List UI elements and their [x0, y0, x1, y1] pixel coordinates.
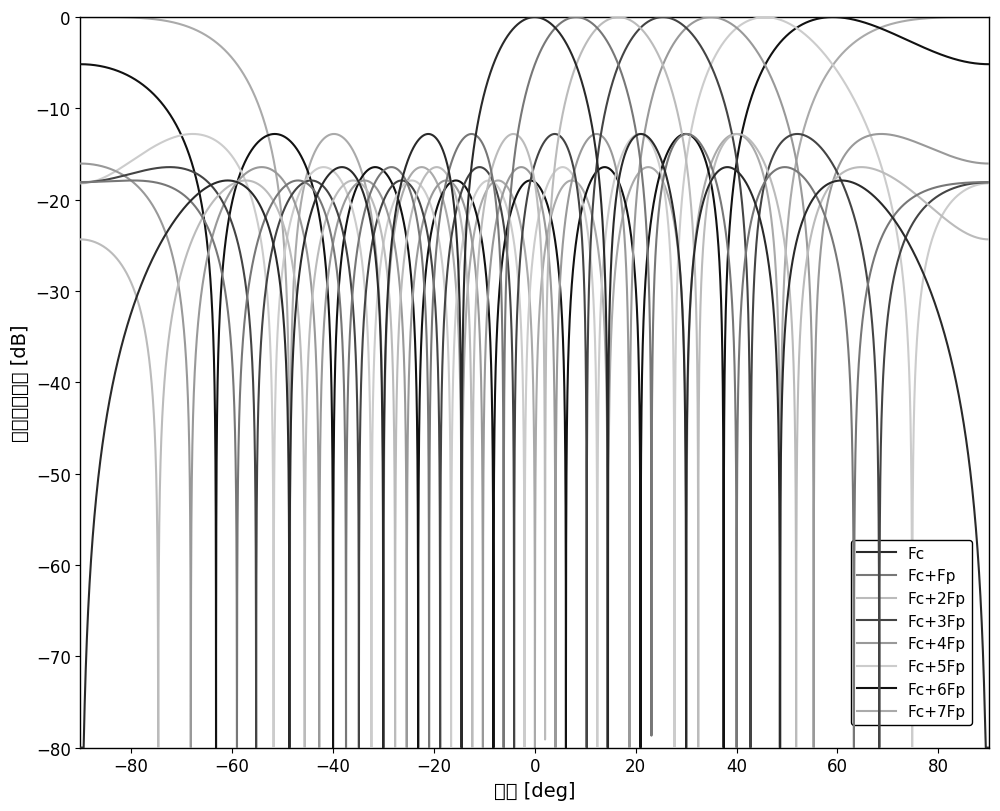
Fc [621, 144, 633, 153]
Fc [293, 272, 305, 282]
Fc+6Fp [567, 262, 579, 272]
Fc+Fp [231, 743, 243, 753]
Fc+7Fp [74, 13, 86, 23]
Fc+4Fp [74, 160, 86, 169]
Fc+7Fp [422, 166, 434, 176]
Fc+4Fp [983, 160, 995, 169]
Fc+2Fp [74, 235, 86, 245]
Fc+2Fp [136, 313, 148, 323]
Fc+Fp [983, 178, 995, 187]
Fc+7Fp [749, 147, 761, 157]
Fc+2Fp [749, 142, 761, 152]
Line: Fc+2Fp: Fc+2Fp [80, 18, 989, 748]
Fc+5Fp [983, 179, 995, 189]
Fc+7Fp [621, 193, 633, 203]
Fc+3Fp [983, 178, 995, 188]
Fc+5Fp [567, 172, 579, 182]
Fc+Fp [422, 431, 434, 440]
Fc+7Fp [136, 15, 148, 24]
Fc+3Fp [749, 265, 761, 275]
Fc+4Fp [293, 212, 305, 221]
Fc+4Fp [567, 170, 579, 180]
Fc+6Fp [827, 13, 839, 23]
Fc+3Fp [621, 41, 633, 51]
Fc+4Fp [422, 200, 434, 209]
Fc [529, 13, 541, 23]
Fc [136, 278, 148, 288]
Legend: Fc, Fc+Fp, Fc+2Fp, Fc+3Fp, Fc+4Fp, Fc+5Fp, Fc+6Fp, Fc+7Fp: Fc, Fc+Fp, Fc+2Fp, Fc+3Fp, Fc+4Fp, Fc+5F… [851, 540, 972, 726]
Fc [749, 198, 761, 208]
Fc+Fp [621, 88, 633, 98]
Fc [983, 743, 995, 753]
Fc+4Fp [185, 743, 197, 753]
Fc+3Fp [567, 163, 579, 173]
Fc+6Fp [136, 80, 148, 90]
Fc+Fp [136, 177, 148, 187]
Fc+7Fp [983, 13, 995, 23]
Line: Fc+3Fp: Fc+3Fp [80, 18, 989, 748]
Fc+3Fp [250, 743, 262, 753]
X-axis label: 角度 [deg]: 角度 [deg] [494, 781, 575, 800]
Fc+2Fp [422, 168, 434, 178]
Fc+Fp [74, 178, 86, 187]
Line: Fc+Fp: Fc+Fp [80, 18, 989, 748]
Fc+5Fp [621, 139, 633, 149]
Fc+2Fp [293, 318, 305, 328]
Fc+4Fp [136, 187, 148, 197]
Fc+Fp [567, 14, 579, 24]
Fc+3Fp [136, 167, 148, 177]
Fc+4Fp [621, 303, 633, 313]
Fc [74, 743, 86, 753]
Fc+Fp [293, 177, 305, 187]
Fc+2Fp [983, 235, 995, 245]
Fc+4Fp [749, 44, 761, 54]
Fc+5Fp [268, 743, 280, 753]
Line: Fc: Fc [80, 18, 989, 748]
Line: Fc+5Fp: Fc+5Fp [80, 18, 989, 748]
Line: Fc+6Fp: Fc+6Fp [80, 18, 989, 748]
Fc+5Fp [293, 190, 305, 200]
Fc+3Fp [422, 234, 434, 244]
Fc+2Fp [152, 743, 164, 753]
Fc+6Fp [749, 84, 761, 94]
Fc [567, 54, 579, 64]
Fc+6Fp [422, 246, 434, 255]
Fc [422, 130, 434, 139]
Fc+7Fp [284, 743, 296, 753]
Fc+5Fp [759, 13, 771, 23]
Fc+5Fp [74, 179, 86, 189]
Fc+5Fp [136, 150, 148, 160]
Line: Fc+7Fp: Fc+7Fp [80, 18, 989, 748]
Fc+2Fp [567, 69, 579, 79]
Fc+2Fp [613, 13, 625, 23]
Fc+2Fp [621, 15, 633, 25]
Fc+7Fp [567, 177, 579, 187]
Fc+3Fp [74, 178, 86, 188]
Fc+Fp [749, 203, 761, 212]
Fc+5Fp [422, 195, 434, 204]
Fc+3Fp [293, 182, 305, 191]
Fc+3Fp [657, 13, 669, 23]
Fc+7Fp [87, 13, 99, 23]
Fc+6Fp [621, 209, 633, 219]
Fc+Fp [570, 13, 582, 23]
Fc+6Fp [983, 60, 995, 70]
Fc+6Fp [74, 60, 86, 70]
Line: Fc+4Fp: Fc+4Fp [80, 18, 989, 748]
Fc+7Fp [293, 213, 305, 223]
Fc+6Fp [293, 148, 305, 158]
Y-axis label: 归一化方向图 [dB]: 归一化方向图 [dB] [11, 324, 30, 441]
Fc+4Fp [705, 13, 717, 23]
Fc+5Fp [749, 15, 761, 24]
Fc+6Fp [210, 743, 222, 753]
